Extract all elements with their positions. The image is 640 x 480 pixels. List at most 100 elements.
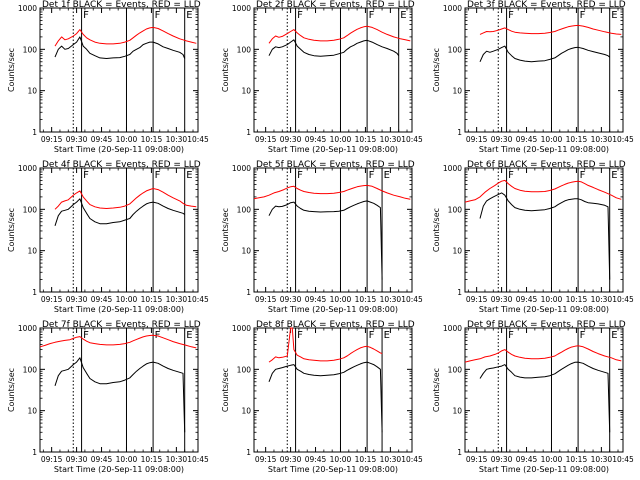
y-tick-label: 10 (27, 247, 37, 256)
y-tick-label: 100 (237, 205, 252, 214)
time-marker-label: E (611, 170, 617, 181)
x-axis-title: Start Time (20-Sep-11 09:08:00) (54, 465, 184, 474)
panel-det-6: Det 6f BLACK = Events, RED = LLD 1 10 100 10… (432, 160, 634, 314)
lld-series-line (268, 25, 411, 44)
events-series-line (479, 192, 611, 280)
y-tick-label: 10 (27, 87, 37, 96)
time-marker-label: F (369, 10, 375, 21)
time-marker-label: F (580, 10, 586, 21)
time-marker-label: F (83, 170, 89, 181)
x-tick-label: 10:15 (355, 135, 377, 144)
y-tick-label: 1 (246, 448, 251, 457)
x-tick-label: 09:30 (280, 455, 302, 464)
lld-series-line (464, 345, 622, 363)
x-tick-label: 09:15 (466, 135, 488, 144)
panel-title: Det 8f BLACK = Events, RED = LLD (256, 320, 415, 330)
x-tick-label: 10:45 (612, 455, 634, 464)
x-axis-title: Start Time (20-Sep-11 09:08:00) (54, 145, 184, 154)
y-tick-label: 1 (457, 448, 462, 457)
x-tick-label: 10:45 (612, 135, 634, 144)
y-tick-label: 100 (23, 365, 38, 374)
panel-det-7: Det 7f BLACK = Events, RED = LLD 1 10 100 10… (7, 320, 209, 474)
x-tick-label: 10:45 (187, 455, 209, 464)
y-tick-label: 1000 (232, 164, 251, 173)
x-axis-title: Start Time (20-Sep-11 09:08:00) (268, 305, 398, 314)
x-axis-title: Start Time (20-Sep-11 09:08:00) (479, 305, 609, 314)
x-tick-label: 09:15 (255, 135, 277, 144)
lld-series-line (54, 26, 197, 47)
time-marker-label: F (83, 10, 89, 21)
x-tick-label: 10:15 (566, 295, 588, 304)
time-marker-label: E (400, 10, 406, 21)
y-tick-label: 10 (452, 407, 462, 416)
events-series-line (54, 36, 186, 59)
x-tick-label: 10:30 (591, 295, 613, 304)
time-marker-label: E (611, 330, 617, 341)
time-marker-label: F (580, 330, 586, 341)
y-tick-label: 10 (241, 407, 251, 416)
panel-det-3: Det 3f BLACK = Events, RED = LLD 1 10 100 10… (432, 0, 634, 154)
events-series-line (54, 198, 185, 226)
x-tick-label: 10:00 (116, 455, 138, 464)
x-tick-label: 10:45 (401, 135, 423, 144)
panel-title: Det 6f BLACK = Events, RED = LLD (467, 160, 626, 170)
panel-det-2: Det 2f BLACK = Events, RED = LLD 1 10 100 10… (221, 0, 423, 154)
time-marker-label: E (611, 10, 617, 21)
y-tick-label: 1 (457, 128, 462, 137)
x-tick-label: 10:15 (141, 295, 163, 304)
time-marker-label: F (297, 330, 303, 341)
x-tick-label: 10:45 (401, 295, 423, 304)
x-tick-label: 10:00 (541, 135, 563, 144)
y-tick-label: 1 (457, 288, 462, 297)
events-series-line (54, 357, 186, 433)
x-tick-label: 10:30 (166, 295, 188, 304)
plot-frame (253, 7, 413, 133)
lld-series-line (54, 188, 197, 210)
x-tick-label: 10:15 (566, 455, 588, 464)
time-marker-label: F (155, 10, 161, 21)
x-tick-label: 10:15 (566, 135, 588, 144)
time-marker-label: F (297, 10, 303, 21)
x-tick-label: 10:30 (591, 135, 613, 144)
x-tick-label: 09:15 (466, 455, 488, 464)
y-axis-title: Counts/sec (432, 48, 441, 92)
x-tick-label: 09:45 (516, 295, 538, 304)
x-tick-label: 09:15 (255, 295, 277, 304)
x-tick-label: 09:30 (66, 455, 88, 464)
y-axis-title: Counts/sec (7, 208, 16, 252)
y-tick-label: 1000 (443, 164, 462, 173)
time-marker-label: F (580, 170, 586, 181)
time-marker-label: F (508, 10, 514, 21)
x-tick-label: 10:45 (401, 455, 423, 464)
x-tick-label: 09:30 (66, 135, 88, 144)
x-tick-label: 10:30 (591, 455, 613, 464)
y-tick-label: 100 (237, 45, 252, 54)
y-tick-label: 1 (32, 128, 37, 137)
time-marker-label: F (508, 170, 514, 181)
x-tick-label: 10:15 (141, 455, 163, 464)
x-tick-label: 09:15 (466, 295, 488, 304)
x-tick-label: 09:30 (491, 455, 513, 464)
y-axis-title: Counts/sec (7, 48, 16, 92)
x-tick-label: 10:15 (355, 295, 377, 304)
plot-frame (464, 7, 624, 133)
events-series-line (479, 45, 611, 63)
time-marker-label: F (369, 170, 375, 181)
x-axis-title: Start Time (20-Sep-11 09:08:00) (268, 465, 398, 474)
events-series-line (479, 361, 611, 433)
panel-det-9: Det 9f BLACK = Events, RED = LLD 1 10 100 10… (432, 320, 634, 474)
x-tick-label: 10:00 (541, 455, 563, 464)
panel-title: Det 3f BLACK = Events, RED = LLD (467, 0, 626, 10)
y-axis-title: Counts/sec (221, 368, 230, 412)
plot-frame (39, 7, 199, 133)
x-tick-label: 10:30 (166, 135, 188, 144)
events-series-line (268, 200, 383, 280)
events-series-line (268, 39, 400, 57)
x-tick-label: 10:30 (380, 455, 402, 464)
x-axis-title: Start Time (20-Sep-11 09:08:00) (268, 145, 398, 154)
time-marker-label: F (297, 170, 303, 181)
time-marker-label: E (186, 330, 192, 341)
x-tick-label: 09:30 (491, 135, 513, 144)
x-tick-label: 09:15 (41, 455, 63, 464)
